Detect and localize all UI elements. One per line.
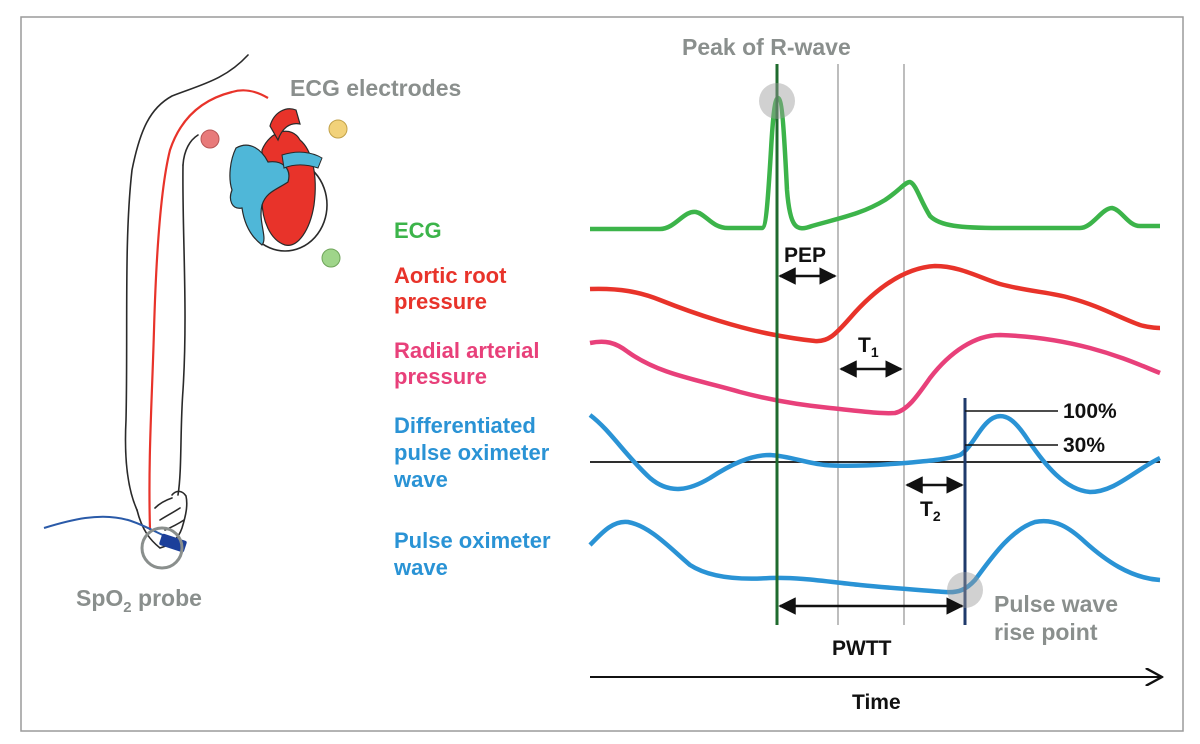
t2-label: T2 <box>920 498 941 524</box>
time-label: Time <box>852 691 901 714</box>
arm-illustration <box>124 54 249 549</box>
aortic-label-line1: Aortic root <box>394 263 507 288</box>
electrode-red <box>200 129 220 149</box>
artery-line <box>148 89 269 531</box>
ecg-label: ECG <box>394 218 442 243</box>
aortic-label-line2: pressure <box>394 289 487 314</box>
pep-label: PEP <box>784 244 826 267</box>
aortic-wave <box>589 263 1161 344</box>
pulse-label-line2: wave <box>393 555 448 580</box>
heart-icon <box>229 108 328 252</box>
rise-point-highlight <box>947 572 983 608</box>
peak-r-wave-label: Peak of R-wave <box>682 34 851 60</box>
probe-highlight-circle <box>140 526 184 570</box>
pulse-oximeter-wave <box>588 518 1161 595</box>
pct-30-label: 30% <box>1063 434 1105 457</box>
radial-label-line1: Radial arterial <box>394 338 540 363</box>
probe-cable <box>43 515 176 541</box>
spo2-probe-label: SpO2 probe <box>76 585 202 616</box>
pulse-rise-label-line1: Pulse wave <box>994 591 1118 617</box>
electrode-yellow <box>328 119 348 139</box>
radial-label-line2: pressure <box>394 364 487 389</box>
t1-label: T1 <box>858 334 879 360</box>
ecg-wave <box>590 95 1160 232</box>
diff-label-line2: pulse oximeter <box>394 440 550 465</box>
pulse-rise-label-line2: rise point <box>994 619 1098 645</box>
ecg-electrodes-label: ECG electrodes <box>290 75 461 101</box>
diff-label-line3: wave <box>393 467 448 492</box>
pwtt-label: PWTT <box>832 637 892 660</box>
r-peak-highlight <box>759 83 795 119</box>
pulse-label-line1: Pulse oximeter <box>394 528 551 553</box>
pct-100-label: 100% <box>1063 400 1117 423</box>
diff-oximeter-wave <box>588 413 1161 495</box>
spo2-probe <box>159 533 187 553</box>
electrode-green <box>321 248 341 268</box>
radial-wave <box>589 332 1161 416</box>
diff-label-line1: Differentiated <box>394 413 536 438</box>
